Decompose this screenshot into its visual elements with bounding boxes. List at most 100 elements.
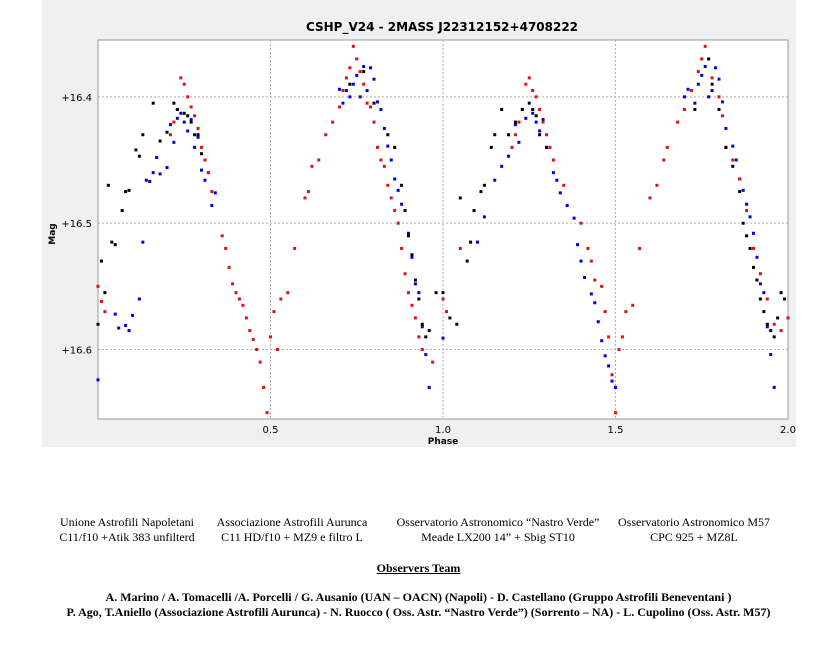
data-point [444, 310, 448, 314]
data-point [434, 291, 438, 295]
data-point [186, 95, 190, 99]
observatory-1-equipment: C11/f10 +Atik 383 unfilterd [59, 530, 195, 544]
data-point [693, 107, 697, 111]
data-point [507, 154, 511, 158]
data-point [593, 301, 597, 305]
data-point [755, 255, 759, 259]
data-point [755, 278, 759, 282]
data-point [158, 139, 162, 143]
data-point [531, 111, 535, 115]
data-point [752, 265, 755, 269]
data-point [237, 297, 241, 301]
data-point [348, 66, 352, 70]
y-axis-label: Mag [48, 223, 58, 244]
observatory-4: Osservatorio Astronomico M57 CPC 925 + M… [610, 515, 778, 545]
data-point [531, 107, 535, 111]
data-point [769, 353, 773, 357]
data-point [348, 82, 352, 86]
data-point [683, 107, 686, 111]
observatory-4-equipment: CPC 925 + MZ8L [650, 530, 738, 544]
data-point [293, 246, 297, 250]
data-point [551, 171, 555, 175]
data-point [386, 144, 390, 148]
data-point [772, 335, 776, 339]
data-point [441, 291, 445, 295]
data-point [720, 100, 724, 104]
data-point [420, 325, 424, 329]
data-point [179, 111, 183, 115]
data-point [189, 120, 193, 124]
data-point [175, 107, 179, 111]
data-point [441, 336, 445, 340]
data-point [731, 144, 735, 148]
data-point [96, 322, 100, 326]
data-point [344, 76, 348, 80]
data-point [745, 202, 749, 206]
data-point [407, 231, 410, 235]
data-point [548, 145, 552, 149]
data-point [772, 322, 776, 326]
data-point [110, 240, 114, 244]
data-point [717, 95, 721, 99]
data-point [344, 89, 348, 93]
data-point [120, 209, 124, 213]
chart-svg: CSHP_V24 - 2MASS J22312152+4708222 0.5 1.… [48, 20, 796, 447]
data-point [607, 364, 611, 368]
data-point [441, 297, 445, 301]
data-point [369, 66, 373, 70]
data-point [410, 255, 414, 259]
data-point [472, 209, 476, 213]
data-point [724, 126, 728, 130]
data-point [400, 246, 404, 250]
data-point [752, 231, 755, 235]
data-point [362, 82, 366, 86]
data-point [410, 303, 414, 307]
data-point [507, 133, 511, 137]
data-point [393, 209, 397, 213]
data-point [200, 152, 203, 156]
data-point [182, 111, 186, 115]
data-point [448, 316, 452, 320]
data-point [500, 107, 504, 111]
data-point [379, 158, 383, 162]
observatory-4-name: Osservatorio Astronomico M57 [618, 515, 770, 529]
data-point [589, 259, 593, 263]
data-point [168, 123, 172, 127]
data-point [168, 133, 172, 137]
data-point [286, 291, 290, 295]
data-point [427, 385, 431, 389]
x-tick-label: 2.0 [780, 425, 796, 436]
data-point [355, 73, 359, 77]
data-point [717, 77, 721, 81]
observatory-2: Associazione Astrofili Aurunca C11 HD/f1… [210, 515, 374, 545]
observatory-3-equipment: Meade LX200 14” + Sbig ST10 [421, 530, 575, 544]
data-point [420, 322, 424, 326]
data-point [565, 203, 569, 207]
chart-title: CSHP_V24 - 2MASS J22312152+4708222 [306, 20, 578, 35]
axis-ticks: 0.5 1.0 1.5 2.0 +16.4 +16.5 +16.6 [61, 93, 796, 436]
data-point [172, 120, 176, 124]
data-point [541, 120, 545, 124]
data-point [210, 203, 214, 207]
data-point [155, 155, 159, 159]
data-point [527, 76, 531, 80]
data-point [196, 133, 200, 137]
data-point [765, 322, 769, 326]
data-point [779, 329, 783, 333]
data-point [662, 158, 666, 162]
data-point [358, 95, 362, 99]
data-point [748, 246, 752, 250]
data-point [482, 183, 486, 187]
data-point [134, 148, 138, 152]
data-point [500, 164, 504, 168]
data-point [524, 116, 528, 120]
data-point [665, 145, 669, 149]
data-point [386, 183, 390, 187]
data-point [458, 196, 462, 200]
data-point [558, 191, 562, 195]
data-point [465, 259, 469, 263]
data-point [358, 70, 362, 74]
data-point [424, 335, 428, 339]
data-point [593, 278, 597, 282]
data-point [341, 89, 345, 93]
